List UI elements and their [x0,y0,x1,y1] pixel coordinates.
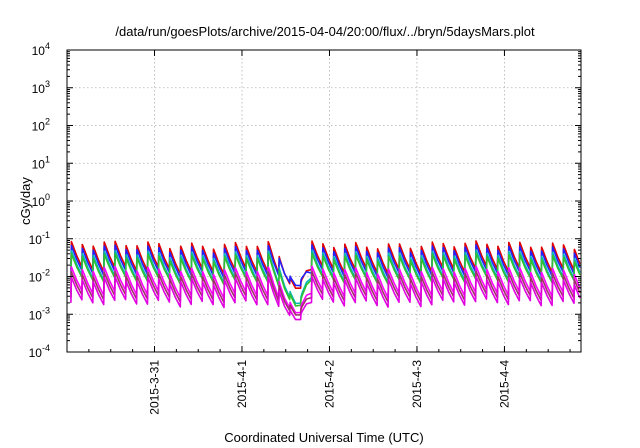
y-axis-label: cGy/day [18,177,33,225]
y-tick-label: 103 [32,79,50,96]
y-tick-label-exponent: -3 [42,305,50,315]
y-tick-label: 10-4 [29,343,50,360]
x-tick-label: 2015-4-1 [235,360,249,408]
y-tick-label-exponent: -4 [42,343,50,353]
chart-title: /data/run/goesPlots/archive/2015-04-04/2… [115,24,535,39]
y-tick-label-base: 10 [32,195,46,209]
y-tick-label-exponent: 3 [45,79,50,89]
series-line-4 [70,252,581,307]
y-tick-label-exponent: -2 [42,268,50,278]
y-tick-label-exponent: 0 [45,192,50,202]
series-line-3 [70,249,581,305]
tick-layer: 10410310210110010-110-210-310-42015-3-31… [29,41,581,415]
y-tick-label: 10-3 [29,305,50,322]
series-line-1 [70,240,581,290]
x-tick-label: 2015-4-3 [410,360,424,408]
y-tick-label-base: 10 [29,271,43,285]
y-tick-label-exponent: -1 [42,230,50,240]
x-axis-label: Coordinated Universal Time (UTC) [224,430,423,445]
y-tick-label: 101 [32,154,50,171]
x-tick-label: 2015-4-2 [322,360,336,408]
y-tick-label-exponent: 2 [45,117,50,127]
series-line-7 [70,275,581,321]
y-tick-label-base: 10 [32,120,46,134]
y-tick-label-base: 10 [29,233,43,247]
y-tick-label-base: 10 [29,308,43,322]
y-tick-label-exponent: 1 [45,154,50,164]
y-tick-label: 100 [32,192,50,209]
y-tick-label: 10-2 [29,268,50,285]
grid-layer [67,50,581,352]
x-tick-label: 2015-4-4 [497,360,511,408]
series-line-6 [70,270,581,316]
y-tick-label-base: 10 [32,44,46,58]
series-line-5 [70,265,581,314]
y-tick-label: 10-1 [29,230,50,247]
series-line-2 [70,244,581,287]
series-layer [70,240,581,321]
y-tick-label-exponent: 4 [45,41,50,51]
y-tick-label-base: 10 [32,157,46,171]
y-tick-label-base: 10 [32,82,46,96]
x-tick-label: 2015-3-31 [147,360,161,415]
y-tick-label-base: 10 [29,346,43,360]
y-tick-label: 104 [32,41,50,58]
y-tick-label: 102 [32,117,50,134]
